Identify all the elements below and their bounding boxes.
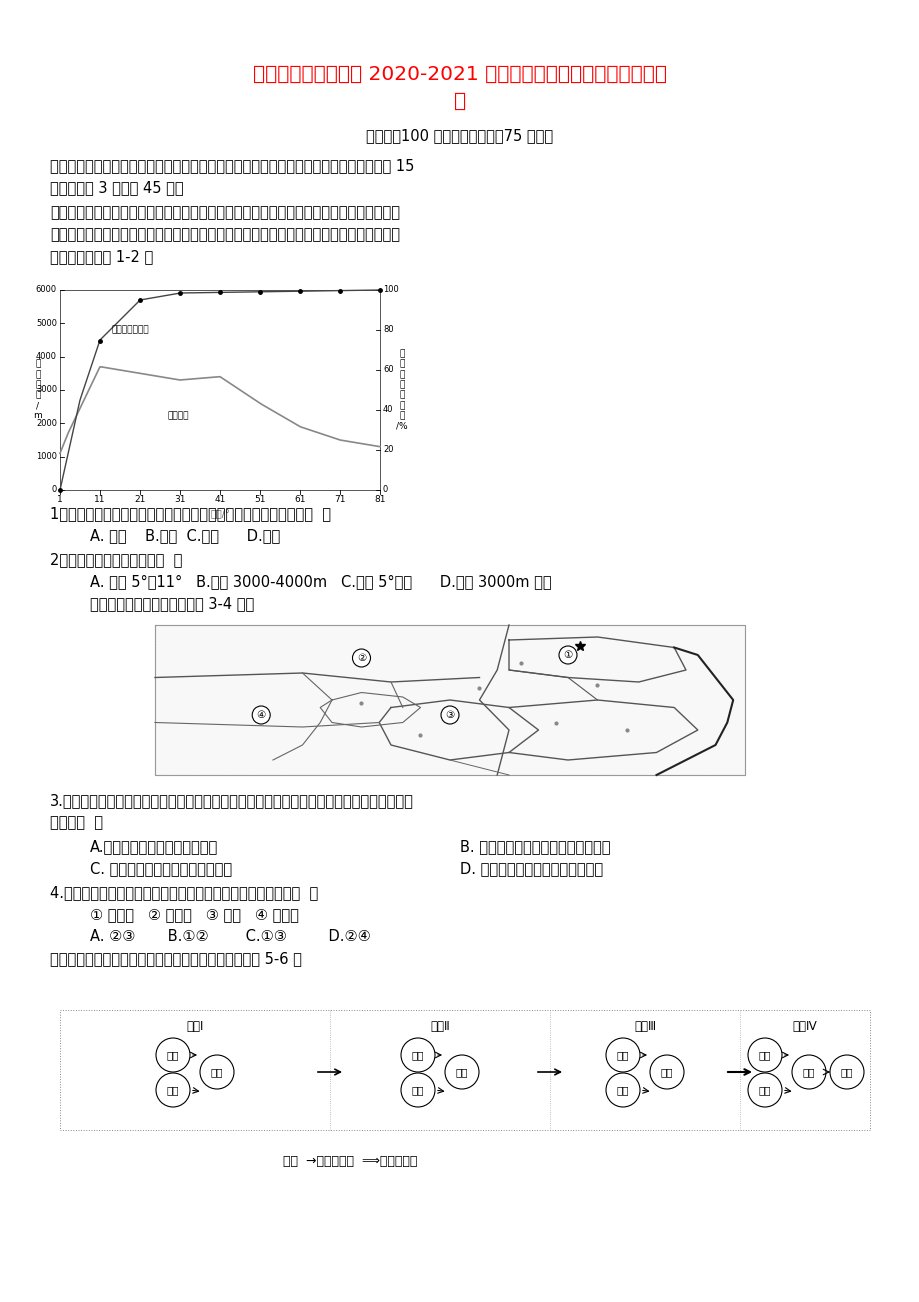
- Bar: [154, 625, 744, 775]
- Text: 人口累积百分比: 人口累积百分比: [112, 326, 150, 335]
- Text: 坡度/°: 坡度/°: [210, 508, 230, 518]
- Text: 原料: 原料: [616, 1049, 629, 1060]
- Circle shape: [199, 1055, 233, 1088]
- Text: ① 吊脚楼   ② 蒙古包   ③ 窑洞   ④ 四合院: ① 吊脚楼 ② 蒙古包 ③ 窑洞 ④ 四合院: [90, 907, 299, 922]
- Circle shape: [791, 1055, 825, 1088]
- Text: A. ②③       B.①②        C.①③         D.②④: A. ②③ B.①② C.①③ D.②④: [90, 930, 370, 944]
- Text: 81: 81: [374, 495, 385, 504]
- Text: 读我国部分区域示意图，回答 3-4 题。: 读我国部分区域示意图，回答 3-4 题。: [90, 596, 254, 611]
- Text: 阶段Ⅳ: 阶段Ⅳ: [792, 1019, 816, 1032]
- Text: A. 海拔    B.水源  C.坡度      D.降水: A. 海拔 B.水源 C.坡度 D.降水: [90, 529, 280, 543]
- Text: 1000: 1000: [36, 452, 57, 461]
- Text: 2、该流域人口主要集中在（  ）: 2、该流域人口主要集中在（ ）: [50, 552, 182, 566]
- Text: 80: 80: [382, 326, 393, 335]
- Circle shape: [445, 1055, 479, 1088]
- Text: 阶段Ⅲ: 阶段Ⅲ: [633, 1019, 655, 1032]
- Text: 公河，在越南胡志明市以南注入太平洋。读澜沧江一湄公河流域坡度与海拔、人口累积百分: 公河，在越南胡志明市以南注入太平洋。读澜沧江一湄公河流域坡度与海拔、人口累积百分: [50, 227, 400, 242]
- Text: 题: 题: [453, 92, 466, 111]
- Text: 6000: 6000: [36, 285, 57, 294]
- Text: 阶段Ⅰ: 阶段Ⅰ: [187, 1019, 203, 1032]
- Circle shape: [650, 1055, 683, 1088]
- Text: 21: 21: [134, 495, 145, 504]
- Text: 3.黄河流经我国多个地域文化区，其民居、服饰、饮食、风俗等无不体现出鲜明的地域特色。: 3.黄河流经我国多个地域文化区，其民居、服饰、饮食、风俗等无不体现出鲜明的地域特…: [50, 793, 414, 809]
- Text: 4.图中数字代表的各地区与其传统民居对应关系正确的一组是（  ）: 4.图中数字代表的各地区与其传统民居对应关系正确的一组是（ ）: [50, 885, 318, 900]
- Text: ②: ②: [357, 654, 366, 663]
- Circle shape: [156, 1073, 190, 1107]
- Text: 1、由材料可知，澜沧江一湄公河流域人口分布的主要影响因素是（  ）: 1、由材料可知，澜沧江一湄公河流域人口分布的主要影响因素是（ ）: [50, 506, 331, 521]
- Circle shape: [440, 706, 459, 724]
- Text: 平
均
海
拔
/
m: 平 均 海 拔 / m: [34, 359, 42, 421]
- Circle shape: [352, 648, 370, 667]
- Bar: [60, 1010, 869, 1130]
- Text: 51: 51: [254, 495, 266, 504]
- Text: ①: ①: [562, 650, 572, 660]
- Text: 原料: 原料: [412, 1049, 424, 1060]
- Text: 41: 41: [214, 495, 225, 504]
- Text: 比曲线图，回答 1-2 题: 比曲线图，回答 1-2 题: [50, 249, 153, 264]
- Text: 原料: 原料: [758, 1049, 770, 1060]
- Text: B. 地域文化是人文因素作用下形成的: B. 地域文化是人文因素作用下形成的: [460, 838, 610, 854]
- Text: 燃料: 燃料: [412, 1085, 424, 1095]
- Circle shape: [747, 1038, 781, 1072]
- Text: 5000: 5000: [36, 319, 57, 328]
- Circle shape: [156, 1038, 190, 1072]
- Circle shape: [606, 1038, 640, 1072]
- Text: ④: ④: [256, 710, 266, 720]
- Circle shape: [401, 1073, 435, 1107]
- Text: 阶段Ⅱ: 阶段Ⅱ: [430, 1019, 449, 1032]
- Text: 31: 31: [174, 495, 186, 504]
- Text: D. 地域文化主要体现在非物质方面: D. 地域文化主要体现在非物质方面: [460, 861, 603, 876]
- Text: 2000: 2000: [36, 419, 57, 428]
- Text: 工厂: 工厂: [455, 1068, 468, 1077]
- Circle shape: [559, 646, 576, 664]
- Text: A. 坡度 5°－11°   B.海拔 3000-4000m   C.坡度 5°以下      D.海拔 3000m 以下: A. 坡度 5°－11° B.海拔 3000-4000m C.坡度 5°以下 D…: [90, 574, 551, 589]
- Bar: [60, 290, 380, 490]
- Text: 燃料: 燃料: [616, 1085, 629, 1095]
- Text: 100: 100: [382, 285, 398, 294]
- Text: 11: 11: [94, 495, 106, 504]
- Text: 工厂: 工厂: [802, 1068, 814, 1077]
- Text: 图例  →近距离运输  ⟹远距离运输: 图例 →近距离运输 ⟹远距离运输: [282, 1155, 416, 1168]
- Text: 题，每小题 3 分，共 45 分）: 题，每小题 3 分，共 45 分）: [50, 180, 184, 195]
- Text: 市场: 市场: [840, 1068, 852, 1077]
- Text: 人
口
累
积
百
分
比
/%: 人 口 累 积 百 分 比 /%: [396, 349, 407, 431]
- Circle shape: [829, 1055, 863, 1088]
- Circle shape: [252, 706, 270, 724]
- Circle shape: [606, 1073, 640, 1107]
- Text: 一、单项选择题（在每小题列出的四个选项中，只有一项是最符合题目要求的。本大题共 15: 一、单项选择题（在每小题列出的四个选项中，只有一项是最符合题目要求的。本大题共 …: [50, 158, 414, 173]
- Circle shape: [401, 1038, 435, 1072]
- Text: 0: 0: [382, 486, 388, 495]
- Text: A.地域文化的形成具有不稳定性: A.地域文化的形成具有不稳定性: [90, 838, 218, 854]
- Text: 0: 0: [51, 486, 57, 495]
- Text: 1: 1: [57, 495, 62, 504]
- Text: 40: 40: [382, 405, 393, 414]
- Text: 平均海拔: 平均海拔: [168, 411, 189, 421]
- Text: 原料: 原料: [166, 1049, 179, 1060]
- Text: 工厂: 工厂: [660, 1068, 673, 1077]
- Text: 20: 20: [382, 445, 393, 454]
- Text: 燃料: 燃料: [166, 1085, 179, 1095]
- Text: 这说明（  ）: 这说明（ ）: [50, 815, 103, 829]
- Text: 下图表示某种工业区位选择的历史发展阶段，读图完成 5-6 题: 下图表示某种工业区位选择的历史发展阶段，读图完成 5-6 题: [50, 950, 301, 966]
- Text: 71: 71: [334, 495, 346, 504]
- Text: 60: 60: [382, 366, 393, 375]
- Text: （满分：100 分）（答题用时：75 分钟）: （满分：100 分）（答题用时：75 分钟）: [366, 128, 553, 143]
- Text: 澜沧江一湄公河流域发源于中国青海省唐古拉山脉，向南流至云南省南腊河口出境，改称湄: 澜沧江一湄公河流域发源于中国青海省唐古拉山脉，向南流至云南省南腊河口出境，改称湄: [50, 204, 400, 220]
- Text: C. 地域文化形成的基础是地理环境: C. 地域文化形成的基础是地理环境: [90, 861, 232, 876]
- Text: 61: 61: [294, 495, 305, 504]
- Circle shape: [747, 1073, 781, 1107]
- Text: 燃料: 燃料: [758, 1085, 770, 1095]
- Text: 湖北省咸丰春晖学校 2020-2021 学年高一地理下学期第三次月考试: 湖北省咸丰春晖学校 2020-2021 学年高一地理下学期第三次月考试: [253, 65, 666, 85]
- Text: 3000: 3000: [36, 385, 57, 395]
- Text: 4000: 4000: [36, 352, 57, 361]
- Text: ③: ③: [445, 710, 454, 720]
- Text: 工厂: 工厂: [210, 1068, 223, 1077]
